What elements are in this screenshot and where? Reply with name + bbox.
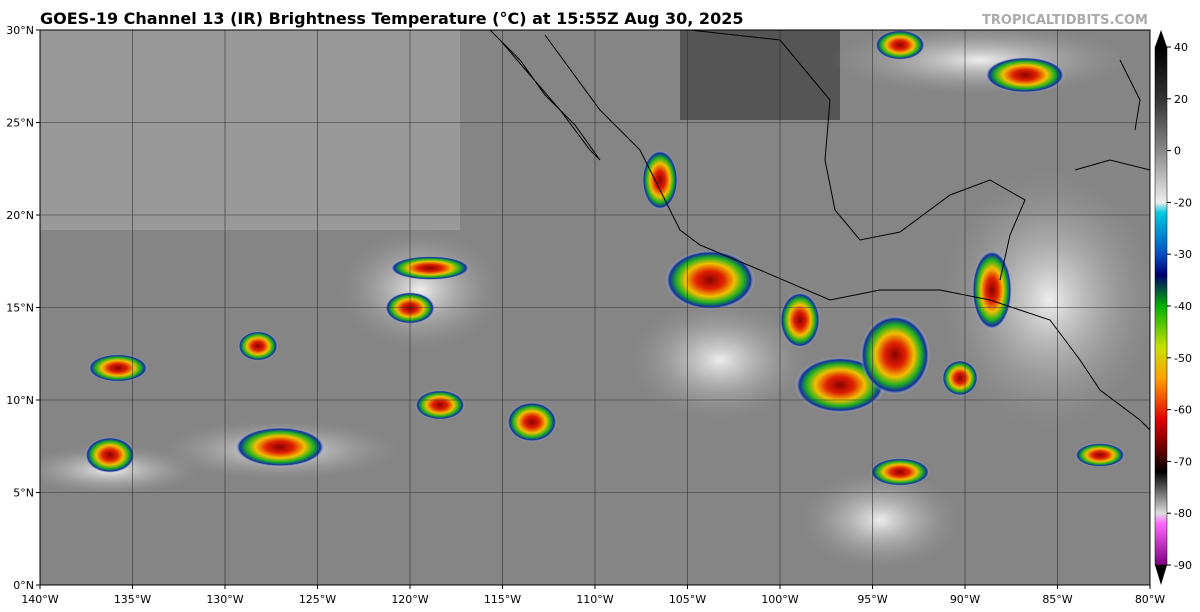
x-tick-label: 85°W: [1042, 593, 1072, 606]
x-tick-label: 140°W: [21, 593, 58, 606]
colorbar-label: 20: [1174, 93, 1188, 106]
x-tick-label: 95°W: [857, 593, 887, 606]
imagery: [40, 30, 1150, 585]
colorbar: [1154, 46, 1168, 566]
colorbar-label: -80: [1174, 507, 1192, 520]
x-tick-label: 105°W: [669, 593, 706, 606]
colorbar-label: -70: [1174, 455, 1192, 468]
x-tick-label: 120°W: [391, 593, 428, 606]
x-tick-label: 135°W: [114, 593, 151, 606]
title: GOES-19 Channel 13 (IR) Brightness Tempe…: [40, 9, 743, 28]
x-tick-label: 115°W: [484, 593, 521, 606]
y-tick-label: 10°N: [6, 394, 34, 407]
x-tick-label: 90°W: [950, 593, 980, 606]
colorbar-label: -30: [1174, 248, 1192, 261]
x-tick-label: 80°W: [1135, 593, 1165, 606]
y-tick-label: 25°N: [6, 117, 34, 130]
colorbar-label: -20: [1174, 196, 1192, 209]
colorbar-label: 0: [1174, 145, 1181, 158]
colorbar-label: -40: [1174, 300, 1192, 313]
colorbar-label: -60: [1174, 404, 1192, 417]
y-tick-label: 30°N: [6, 24, 34, 37]
y-tick-label: 5°N: [13, 487, 34, 500]
colorbar-label: -90: [1174, 559, 1192, 572]
colorbar-label: 40: [1174, 41, 1188, 54]
y-tick-label: 0°N: [13, 579, 34, 592]
y-tick-label: 15°N: [6, 302, 34, 315]
credit: TROPICALTIDBITS.COM: [982, 13, 1148, 28]
x-tick-label: 125°W: [299, 593, 336, 606]
x-tick-label: 110°W: [576, 593, 613, 606]
colorbar-label: -50: [1174, 352, 1192, 365]
x-tick-label: 100°W: [761, 593, 798, 606]
x-tick-label: 130°W: [206, 593, 243, 606]
y-tick-label: 20°N: [6, 209, 34, 222]
